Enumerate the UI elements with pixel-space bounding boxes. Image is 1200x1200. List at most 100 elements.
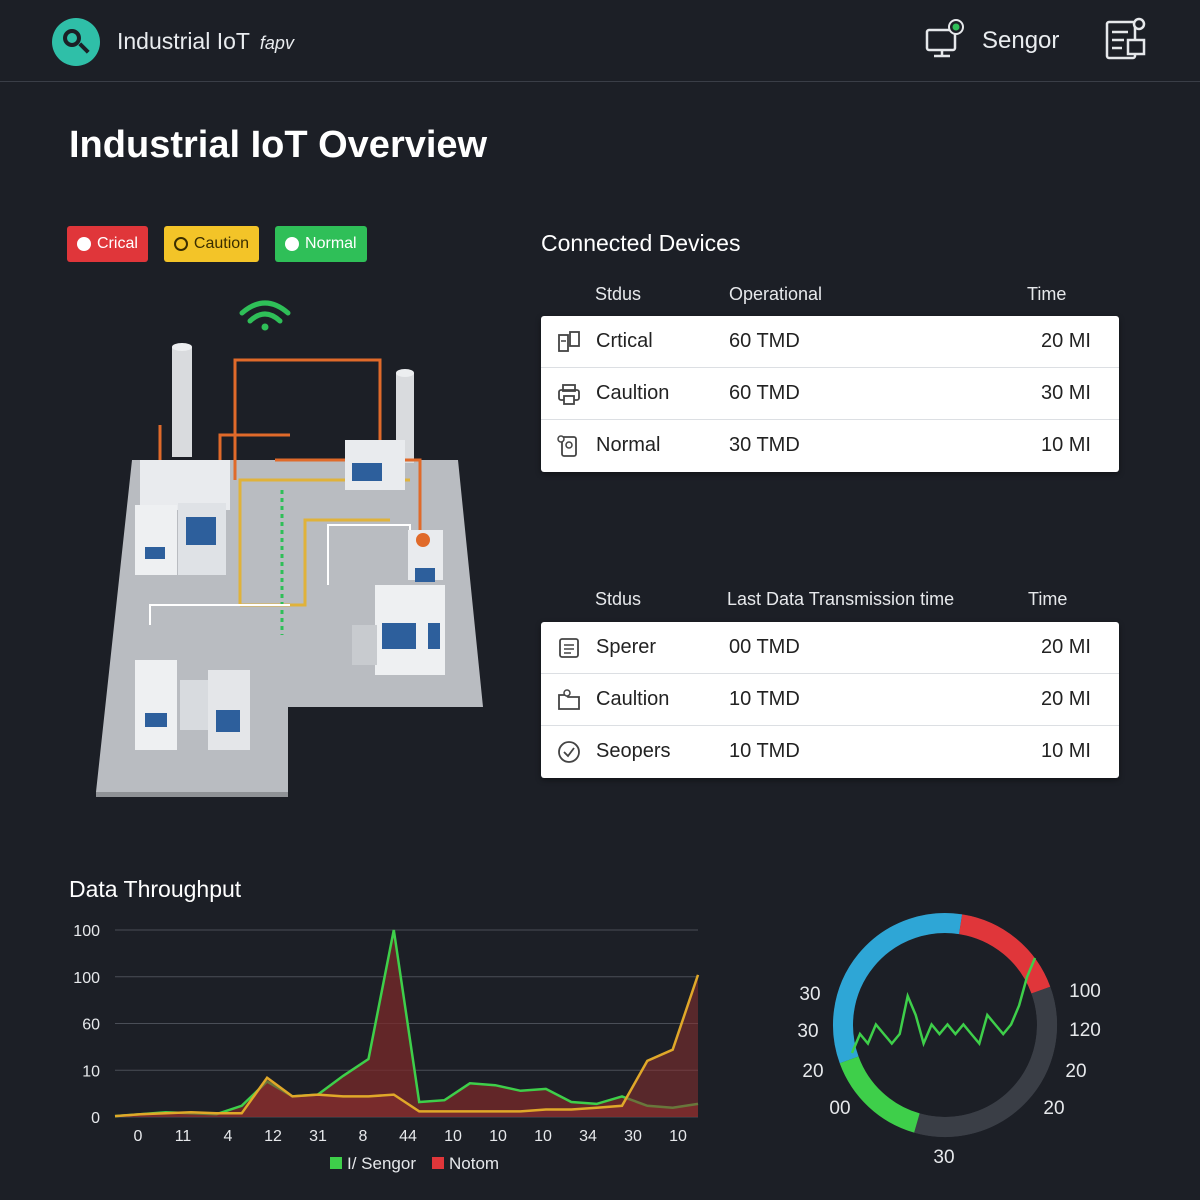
y-tick-label: 100: [73, 970, 100, 987]
transmission-status: Sperer: [596, 636, 657, 658]
device-time: 10 MI: [1040, 434, 1091, 456]
table-row[interactable]: Normal 30 TMD 10 MI: [541, 420, 1119, 472]
x-tick-label: 10: [444, 1128, 462, 1145]
badge-normal[interactable]: Normal: [275, 226, 367, 262]
transmission-table: Sperer 00 TMD 20 MI Caultion 10 TMD 20 M…: [541, 622, 1119, 778]
x-tick-label: 0: [134, 1128, 143, 1145]
check-circle-icon: [558, 741, 580, 763]
series-line: [114, 974, 700, 1118]
folder-icon: [558, 689, 580, 710]
gauge-left-label: 20: [802, 1061, 823, 1082]
wifi-icon: [239, 300, 291, 331]
connected-devices-table: Crtical 60 TMD 20 MI Caultion 60 TMD 30 …: [541, 316, 1119, 472]
device-value: 60 TMD: [729, 382, 800, 404]
x-tick-label: 30: [624, 1128, 642, 1145]
status-badges: Crical Caution Normal: [67, 226, 367, 262]
x-tick-label: 44: [399, 1128, 417, 1145]
x-tick-label: 10: [534, 1128, 552, 1145]
device-value: 30 TMD: [729, 434, 800, 456]
throughput-title: Data Throughput: [69, 876, 242, 902]
y-tick-label: 0: [91, 1110, 100, 1127]
table-row[interactable]: Caultion 60 TMD 30 MI: [541, 368, 1119, 420]
monitor-sensor-icon[interactable]: [922, 18, 966, 60]
gauge-segment: [958, 914, 1051, 994]
transmission-time: 20 MI: [1040, 688, 1091, 710]
legend-swatch: [330, 1157, 342, 1169]
x-tick-label: 34: [579, 1128, 597, 1145]
sensor-label[interactable]: Sengor: [982, 27, 1060, 54]
transmission-value: 10 TMD: [729, 740, 800, 762]
gauge-segment: [833, 913, 963, 1064]
x-tick-label: 8: [359, 1128, 368, 1145]
transmission-value: 00 TMD: [729, 636, 800, 658]
x-tick-label: 11: [175, 1128, 192, 1145]
x-tick-label: 31: [309, 1128, 327, 1145]
gauge-left-label: 30: [799, 984, 820, 1005]
device-time: 30 MI: [1040, 382, 1091, 404]
y-tick-label: 10: [82, 1063, 100, 1080]
table-row[interactable]: Sperer 00 TMD 20 MI: [541, 622, 1119, 674]
gauge-right-label: 20: [1065, 1061, 1086, 1082]
x-tick-label: 10: [669, 1128, 687, 1145]
gauge-segment: [914, 986, 1057, 1137]
col-head-last-transmission: Last Data Transmission time: [727, 589, 955, 609]
badge-caution[interactable]: Caution: [163, 226, 260, 262]
throughput-chart: 0 10 60 100 100 0 11 4 12 31 8 44 10 10 10 34 30 10 I/ Sen…: [73, 923, 700, 1173]
app-title: Industrial IoT fapv: [117, 28, 294, 54]
alert-icon: [77, 237, 91, 251]
transmission-status: Caultion: [596, 688, 670, 710]
page-title: Industrial IoT Overview: [69, 124, 488, 166]
table-row[interactable]: Caultion 10 TMD 20 MI: [541, 674, 1119, 726]
table-row[interactable]: Seopers 10 TMD 10 MI: [541, 726, 1119, 778]
badge-critical[interactable]: Crical: [67, 226, 148, 262]
check-icon: [285, 237, 300, 251]
report-menu-icon[interactable]: [1102, 16, 1150, 64]
connected-devices-title: Connected Devices: [541, 230, 741, 256]
x-tick-label: 4: [224, 1128, 233, 1145]
top-bar: Industrial IoT fapv Sengor: [0, 0, 1200, 82]
device-status: Crtical: [596, 330, 653, 352]
document-icon: [559, 638, 579, 658]
col-head-operational: Operational: [729, 284, 823, 304]
gauge-right-label: 120: [1069, 1020, 1101, 1041]
transmission-value: 10 TMD: [729, 688, 800, 710]
col-head-status-2: Stdus: [595, 589, 642, 609]
legend-label: Notom: [449, 1154, 499, 1173]
series-area: [115, 974, 698, 1117]
device-value: 60 TMD: [729, 330, 800, 352]
col-head-time-2: Time: [1028, 589, 1068, 609]
transmission-status: Seopers: [596, 740, 671, 762]
legend-swatch: [432, 1157, 444, 1169]
server-icon: [558, 331, 580, 352]
legend-label: I/ Sengor: [347, 1154, 416, 1173]
device-time: 20 MI: [1040, 330, 1091, 352]
table-row[interactable]: Crtical 60 TMD 20 MI: [541, 316, 1119, 368]
gauge-segment: [839, 1056, 920, 1133]
transmission-time: 10 MI: [1040, 740, 1091, 762]
factory-illustration: [96, 300, 483, 797]
badge-normal-label: Normal: [305, 235, 357, 252]
app-logo-icon[interactable]: [52, 18, 100, 66]
col-head-time: Time: [1027, 284, 1067, 304]
gauge-left-label: 00: [829, 1098, 850, 1119]
gauge-signal-line: [850, 957, 1037, 1054]
y-tick-label: 60: [82, 1017, 100, 1034]
transmission-time: 20 MI: [1040, 636, 1091, 658]
device-status: Normal: [596, 434, 661, 456]
printer-icon: [558, 384, 580, 405]
x-tick-label: 10: [489, 1128, 507, 1145]
gauge-left-label: 30: [797, 1021, 818, 1042]
caution-icon: [173, 237, 188, 251]
badge-caution-label: Caution: [193, 235, 250, 252]
x-tick-label: 12: [264, 1128, 282, 1145]
app-title-suffix: fapv: [259, 33, 294, 53]
badge-critical-label: Crical: [97, 235, 138, 252]
device-icon: [557, 435, 577, 457]
col-head-status: Stdus: [595, 284, 642, 304]
gauge-right-label: 100: [1069, 981, 1101, 1002]
gauge-bottom-label: 30: [933, 1147, 954, 1168]
y-tick-label: 100: [73, 923, 100, 940]
device-status: Caultion: [596, 382, 670, 404]
gauge-right-label: 20: [1043, 1098, 1064, 1119]
